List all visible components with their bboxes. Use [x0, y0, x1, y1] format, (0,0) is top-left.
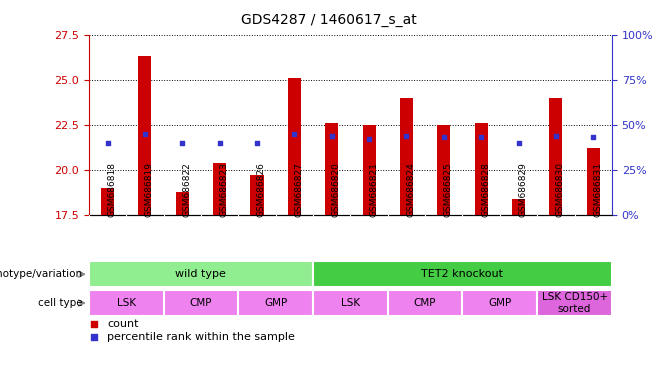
- Bar: [176, 192, 189, 215]
- Point: [102, 140, 113, 146]
- Text: GSM686818: GSM686818: [107, 162, 116, 217]
- Bar: [363, 125, 376, 215]
- Text: GSM686831: GSM686831: [594, 162, 602, 217]
- Text: CMP: CMP: [414, 298, 436, 308]
- Text: LSK CD150+
sorted: LSK CD150+ sorted: [542, 292, 607, 314]
- Text: GMP: GMP: [488, 298, 511, 308]
- Point: [551, 132, 561, 139]
- Bar: [400, 98, 413, 215]
- Point: [476, 134, 486, 141]
- Text: wild type: wild type: [176, 269, 226, 279]
- Bar: [438, 125, 450, 215]
- Point: [139, 131, 150, 137]
- Bar: [164, 290, 238, 316]
- Text: GSM686822: GSM686822: [182, 162, 191, 217]
- Point: [401, 132, 412, 139]
- Point: [393, 283, 403, 290]
- Bar: [512, 199, 525, 215]
- Bar: [89, 261, 313, 288]
- Bar: [537, 290, 612, 316]
- Text: LSK: LSK: [116, 298, 136, 308]
- Bar: [549, 98, 563, 215]
- Text: percentile rank within the sample: percentile rank within the sample: [107, 332, 295, 342]
- Bar: [388, 290, 463, 316]
- Text: GSM686830: GSM686830: [556, 162, 565, 217]
- Bar: [213, 163, 226, 215]
- Text: TET2 knockout: TET2 knockout: [422, 269, 503, 279]
- Bar: [313, 261, 612, 288]
- Text: cell type: cell type: [38, 298, 82, 308]
- Text: GSM686825: GSM686825: [443, 162, 453, 217]
- Text: genotype/variation: genotype/variation: [0, 269, 82, 279]
- Text: GSM686823: GSM686823: [220, 162, 228, 217]
- Text: GSM686824: GSM686824: [407, 162, 415, 217]
- Point: [364, 136, 374, 142]
- Text: GSM686828: GSM686828: [481, 162, 490, 217]
- Text: GMP: GMP: [264, 298, 288, 308]
- Text: count: count: [107, 319, 139, 329]
- Bar: [474, 123, 488, 215]
- Point: [326, 132, 337, 139]
- Text: GSM686829: GSM686829: [519, 162, 528, 217]
- Point: [289, 131, 299, 137]
- Bar: [313, 290, 388, 316]
- Point: [513, 140, 524, 146]
- Bar: [238, 290, 313, 316]
- Point: [252, 140, 263, 146]
- Text: CMP: CMP: [190, 298, 212, 308]
- Bar: [101, 188, 114, 215]
- Point: [393, 164, 403, 170]
- Point: [438, 134, 449, 141]
- Text: GSM686827: GSM686827: [294, 162, 303, 217]
- Bar: [325, 123, 338, 215]
- Text: GSM686821: GSM686821: [369, 162, 378, 217]
- Bar: [251, 175, 263, 215]
- Text: GSM686819: GSM686819: [145, 162, 154, 217]
- Text: GSM686820: GSM686820: [332, 162, 341, 217]
- Bar: [587, 148, 600, 215]
- Bar: [463, 290, 537, 316]
- Point: [215, 140, 225, 146]
- Point: [588, 134, 599, 141]
- Point: [177, 140, 188, 146]
- Text: GDS4287 / 1460617_s_at: GDS4287 / 1460617_s_at: [241, 13, 417, 27]
- Text: LSK: LSK: [341, 298, 360, 308]
- Text: GSM686826: GSM686826: [257, 162, 266, 217]
- Bar: [138, 56, 151, 215]
- Bar: [288, 78, 301, 215]
- Bar: [89, 290, 164, 316]
